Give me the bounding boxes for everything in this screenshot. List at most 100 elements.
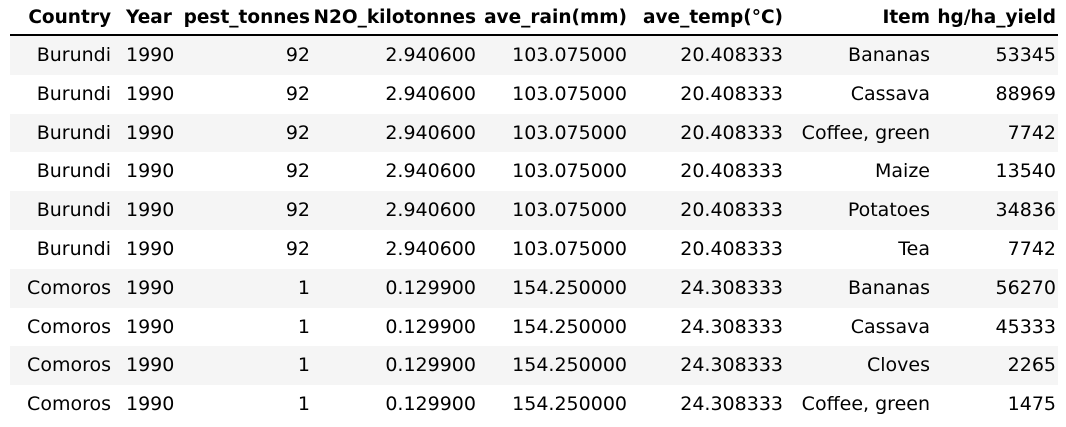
table-cell-yield: 2265	[1007, 354, 1056, 377]
table-cell-yield: 56270	[995, 276, 1056, 299]
table-cell-yield: 45333	[995, 315, 1056, 338]
table-cell-year: 1990	[126, 160, 175, 183]
table-cell-ave-temp: 24.308333	[680, 315, 783, 338]
column-header-ave-temp: ave_temp(°C)	[643, 7, 783, 28]
table-cell-country: Burundi	[36, 160, 111, 183]
table-cell-country: Burundi	[36, 82, 111, 105]
column-header-country: Country	[28, 7, 111, 28]
table-cell-yield: 88969	[995, 82, 1056, 105]
table-cell-yield: 7742	[1007, 121, 1056, 144]
table-cell-pest-tonnes: 92	[285, 44, 310, 66]
table-cell-ave-rain: 103.075000	[512, 121, 627, 144]
table-cell-n2o-kilotonnes: 2.940600	[385, 121, 476, 144]
table-row: Comoros 1990 1 0.129900 154.250000 24.308333 C…	[10, 385, 1058, 424]
table-cell-item: Coffee, green	[801, 121, 930, 144]
table-cell-item: Coffee, green	[801, 393, 930, 416]
table-cell-n2o-kilotonnes: 2.940600	[385, 160, 476, 183]
table-cell-item: Cassava	[850, 82, 930, 105]
table-cell-year: 1990	[126, 121, 175, 144]
table-cell-ave-rain: 154.250000	[512, 315, 627, 338]
table-row: Burundi 1990 92 2.940600 103.075000 20.408333…	[10, 191, 1058, 230]
table-cell-item: Bananas	[848, 44, 930, 66]
column-header-yield: hg/ha_yield	[937, 7, 1056, 28]
table-cell-yield: 1475	[1007, 393, 1056, 416]
table-cell-pest-tonnes: 92	[285, 237, 310, 260]
table-row: Burundi 1990 92 2.940600 103.075000 20.408333…	[10, 75, 1058, 114]
table-cell-n2o-kilotonnes: 2.940600	[385, 237, 476, 260]
table-cell-ave-temp: 20.408333	[680, 44, 783, 66]
column-header-pest-tonnes: pest_tonnes	[183, 7, 310, 28]
table-cell-ave-rain: 103.075000	[512, 237, 627, 260]
table-row: Burundi 1990 92 2.940600 103.075000 20.408333…	[10, 152, 1058, 191]
table-cell-year: 1990	[126, 44, 175, 66]
table-cell-yield: 7742	[1007, 237, 1056, 260]
table-cell-yield: 53345	[995, 44, 1056, 66]
table-cell-item: Bananas	[848, 276, 930, 299]
table-cell-year: 1990	[126, 393, 175, 416]
table-cell-ave-rain: 103.075000	[512, 82, 627, 105]
table-cell-year: 1990	[126, 276, 175, 299]
table-cell-n2o-kilotonnes: 2.940600	[385, 199, 476, 222]
table-cell-country: Comoros	[27, 354, 111, 377]
table-cell-country: Burundi	[36, 44, 111, 66]
table-cell-ave-rain: 103.075000	[512, 160, 627, 183]
table-cell-year: 1990	[126, 199, 175, 222]
table-cell-ave-rain: 154.250000	[512, 393, 627, 416]
table-row: Burundi 1990 92 2.940600 103.075000 20.408333…	[10, 230, 1058, 269]
table-cell-yield: 13540	[995, 160, 1056, 183]
column-header-item: Item	[882, 7, 930, 28]
table-cell-ave-rain: 154.250000	[512, 276, 627, 299]
table-cell-ave-temp: 20.408333	[680, 237, 783, 260]
table-cell-ave-temp: 20.408333	[680, 121, 783, 144]
table-cell-yield: 34836	[995, 199, 1056, 222]
table-cell-ave-temp: 20.408333	[680, 160, 783, 183]
table-row: Burundi 1990 92 2.940600 103.075000 20.408333…	[10, 113, 1058, 153]
table-cell-ave-temp: 24.308333	[680, 393, 783, 416]
table-cell-ave-temp: 20.408333	[680, 199, 783, 222]
table-cell-ave-temp: 24.308333	[680, 354, 783, 377]
table-cell-ave-rain: 103.075000	[512, 44, 627, 66]
table-row: Comoros 1990 1 0.129900 154.250000 24.308333 C…	[10, 346, 1058, 386]
table-cell-pest-tonnes: 92	[285, 199, 310, 222]
table-cell-item: Tea	[898, 237, 930, 260]
table-cell-pest-tonnes: 1	[297, 315, 310, 338]
table-cell-n2o-kilotonnes: 2.940600	[385, 44, 476, 66]
table-cell-ave-temp: 24.308333	[680, 276, 783, 299]
table-cell-pest-tonnes: 1	[297, 276, 310, 299]
table-cell-country: Burundi	[36, 121, 111, 144]
table-cell-n2o-kilotonnes: 2.940600	[385, 82, 476, 105]
column-header-n2o-kilotonnes: N2O_kilotonnes	[313, 7, 476, 28]
column-header-year: Year	[126, 7, 172, 28]
table-cell-n2o-kilotonnes: 0.129900	[385, 276, 476, 299]
table-cell-year: 1990	[126, 354, 175, 377]
table-cell-n2o-kilotonnes: 0.129900	[385, 354, 476, 377]
table-row: Comoros 1990 1 0.129900 154.250000 24.308333 B…	[10, 268, 1058, 308]
table-cell-ave-rain: 103.075000	[512, 199, 627, 222]
table-cell-year: 1990	[126, 315, 175, 338]
table-cell-country: Burundi	[36, 237, 111, 260]
column-header-ave-rain: ave_rain(mm)	[484, 7, 627, 28]
table-cell-country: Comoros	[27, 276, 111, 299]
table-header-row: Country Year pest_tonnes N2O_kilotonnes …	[10, 0, 1058, 36]
table-cell-item: Potatoes	[847, 199, 930, 222]
table-cell-year: 1990	[126, 82, 175, 105]
table-cell-country: Comoros	[27, 315, 111, 338]
table-cell-pest-tonnes: 1	[297, 354, 310, 377]
table-cell-n2o-kilotonnes: 0.129900	[385, 315, 476, 338]
table-cell-country: Comoros	[27, 393, 111, 416]
table-cell-ave-rain: 154.250000	[512, 354, 627, 377]
table-row: Comoros 1990 1 0.129900 154.250000 24.308333 C…	[10, 308, 1058, 347]
table-body: Burundi 1990 92 2.940600 103.075000 20.408333…	[10, 36, 1058, 424]
table-cell-pest-tonnes: 92	[285, 82, 310, 105]
table-cell-item: Cassava	[850, 315, 930, 338]
data-table: Country Year pest_tonnes N2O_kilotonnes …	[10, 0, 1058, 424]
table-cell-n2o-kilotonnes: 0.129900	[385, 393, 476, 416]
table-cell-item: Maize	[875, 160, 930, 183]
table-cell-country: Burundi	[36, 199, 111, 222]
table-row: Burundi 1990 92 2.940600 103.075000 20.408333…	[10, 36, 1058, 75]
table-cell-ave-temp: 20.408333	[680, 82, 783, 105]
table-cell-pest-tonnes: 1	[297, 393, 310, 416]
table-cell-pest-tonnes: 92	[285, 121, 310, 144]
table-cell-pest-tonnes: 92	[285, 160, 310, 183]
table-cell-year: 1990	[126, 237, 175, 260]
